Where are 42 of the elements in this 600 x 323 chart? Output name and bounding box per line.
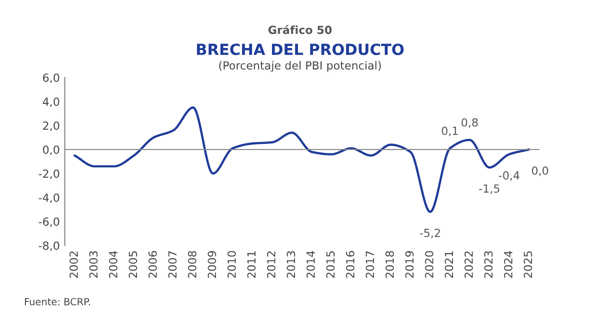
x-tick-label: 2022 — [464, 251, 473, 278]
x-tick-label: 2003 — [89, 251, 98, 278]
chart-title: BRECHA DEL PRODUCTO — [196, 44, 404, 56]
x-tick-label: 2024 — [504, 250, 512, 278]
x-tick-label: 2009 — [208, 251, 216, 278]
data-label: 0,1 — [442, 126, 458, 136]
y-tick-label: 2,0 — [43, 121, 60, 132]
x-tick-label: 2007 — [168, 251, 177, 278]
x-tick-label: 2017 — [366, 251, 374, 278]
chart-subtitle: (Porcentaje del PBI potencial) — [219, 61, 381, 72]
x-tick-label: 2025 — [524, 251, 532, 278]
x-tick-label: 2008 — [188, 251, 196, 278]
y-tick-label: -4,0 — [38, 193, 60, 204]
source-note: Fuente: BCRP. — [24, 298, 90, 306]
x-tick-label: 2004 — [108, 250, 118, 278]
x-tick-label: 2016 — [346, 251, 354, 278]
data-label: 0,8 — [462, 118, 478, 128]
x-tick-label: 2019 — [405, 251, 414, 278]
x-tick-label: 2015 — [326, 251, 335, 278]
y-tick-label: -6,0 — [38, 217, 60, 227]
x-tick-label: 2010 — [227, 251, 236, 278]
x-tick-label: 2012 — [266, 251, 276, 278]
text: Gráfico 50 — [268, 25, 332, 34]
y-tick-label: 6,0 — [43, 73, 60, 84]
y-tick-label: 4,0 — [42, 97, 60, 108]
x-tick-label: 2011 — [247, 251, 256, 278]
y-tick-label: -2,0 — [38, 169, 60, 180]
data-label: 0,0 — [532, 166, 548, 176]
x-tick-label: 2014 — [306, 250, 315, 278]
x-tick-label: 2005 — [128, 251, 138, 278]
y-tick-label: -8,0 — [38, 241, 60, 251]
x-tick-label: 2021 — [444, 251, 454, 278]
y-tick-label: 0,0 — [43, 145, 60, 156]
data-label: -0,4 — [498, 171, 520, 181]
x-tick-label: 2013 — [286, 251, 296, 278]
data-label: -5,2 — [420, 228, 440, 238]
data-label: -1,5 — [479, 184, 500, 194]
x-tick-label: 2020 — [424, 251, 434, 278]
x-tick-label: 2018 — [385, 251, 394, 278]
x-tick-label: 2002 — [69, 251, 78, 278]
x-tick-label: 2023 — [484, 251, 493, 278]
x-tick-label: 2006 — [148, 251, 157, 278]
